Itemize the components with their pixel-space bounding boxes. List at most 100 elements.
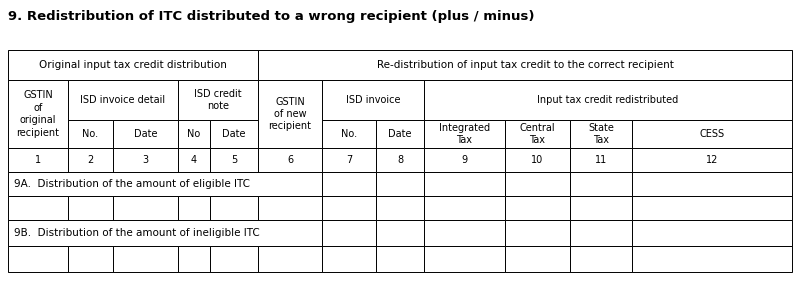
Bar [424, 172, 505, 196]
Bar [322, 80, 424, 120]
Bar [632, 220, 792, 246]
Text: State
Tax: State Tax [588, 123, 614, 145]
Bar [68, 80, 178, 120]
Bar [570, 196, 632, 220]
Text: 11: 11 [595, 155, 607, 165]
Bar [210, 120, 258, 148]
Bar [376, 196, 424, 220]
Text: Re-distribution of input tax credit to the correct recipient: Re-distribution of input tax credit to t… [377, 60, 674, 70]
Text: Date: Date [388, 129, 412, 139]
Bar [68, 148, 113, 172]
Text: 4: 4 [191, 155, 197, 165]
Bar [505, 172, 570, 196]
Bar [178, 80, 258, 120]
Text: 8: 8 [397, 155, 403, 165]
Bar [258, 148, 322, 172]
Text: 9B.  Distribution of the amount of ineligible ITC: 9B. Distribution of the amount of inelig… [14, 228, 260, 238]
Bar [322, 196, 376, 220]
Bar [570, 148, 632, 172]
Bar [210, 246, 258, 272]
Bar [424, 246, 505, 272]
Bar [632, 172, 792, 196]
Bar [376, 246, 424, 272]
Bar [322, 246, 376, 272]
Text: 5: 5 [231, 155, 237, 165]
Bar [322, 172, 376, 196]
Bar [178, 246, 210, 272]
Bar [258, 246, 322, 272]
Bar [376, 148, 424, 172]
Bar [113, 148, 178, 172]
Text: Central
Tax: Central Tax [520, 123, 555, 145]
Bar [424, 220, 505, 246]
Bar [505, 148, 570, 172]
Bar [505, 120, 570, 148]
Bar [632, 196, 792, 220]
Bar [505, 246, 570, 272]
Bar [68, 120, 113, 148]
Text: Original input tax credit distribution: Original input tax credit distribution [39, 60, 227, 70]
Bar [68, 196, 113, 220]
Bar [322, 148, 376, 172]
Bar [376, 220, 424, 246]
Text: GSTIN
of new
recipient: GSTIN of new recipient [269, 96, 311, 131]
Bar [258, 80, 322, 148]
Bar [8, 220, 322, 246]
Bar [376, 120, 424, 148]
Bar [424, 120, 505, 148]
Bar [210, 196, 258, 220]
Text: 9. Redistribution of ITC distributed to a wrong recipient (plus / minus): 9. Redistribution of ITC distributed to … [8, 10, 534, 23]
Text: 6: 6 [287, 155, 293, 165]
Bar [376, 172, 424, 196]
Text: No.: No. [341, 129, 357, 139]
Bar [113, 196, 178, 220]
Bar [258, 196, 322, 220]
Bar [570, 172, 632, 196]
Text: 1: 1 [35, 155, 41, 165]
Text: 9: 9 [462, 155, 467, 165]
Text: 3: 3 [142, 155, 149, 165]
Bar [570, 220, 632, 246]
Bar [113, 120, 178, 148]
Bar [424, 80, 792, 120]
Bar [8, 246, 68, 272]
Bar [178, 148, 210, 172]
Bar [8, 172, 322, 196]
Bar [322, 220, 376, 246]
Text: ISD credit
note: ISD credit note [194, 89, 242, 111]
Bar [210, 148, 258, 172]
Text: GSTIN
of
original
recipient: GSTIN of original recipient [17, 90, 59, 137]
Text: Date: Date [222, 129, 246, 139]
Bar [632, 120, 792, 148]
Text: Integrated
Tax: Integrated Tax [439, 123, 490, 145]
Text: No.: No. [82, 129, 98, 139]
Text: 2: 2 [87, 155, 94, 165]
Text: 10: 10 [531, 155, 544, 165]
Text: Input tax credit redistributed: Input tax credit redistributed [538, 95, 678, 105]
Bar [8, 80, 68, 148]
Text: ISD invoice detail: ISD invoice detail [81, 95, 166, 105]
Text: CESS: CESS [699, 129, 725, 139]
Bar [8, 50, 258, 80]
Bar [258, 50, 792, 80]
Text: Date: Date [134, 129, 158, 139]
Text: No: No [187, 129, 201, 139]
Bar [570, 120, 632, 148]
Bar [8, 148, 68, 172]
Bar [505, 196, 570, 220]
Text: 9A.  Distribution of the amount of eligible ITC: 9A. Distribution of the amount of eligib… [14, 179, 250, 189]
Text: 12: 12 [706, 155, 718, 165]
Bar [8, 196, 68, 220]
Bar [424, 148, 505, 172]
Bar [322, 120, 376, 148]
Bar [632, 246, 792, 272]
Bar [178, 196, 210, 220]
Text: ISD invoice: ISD invoice [346, 95, 400, 105]
Bar [113, 246, 178, 272]
Bar [424, 196, 505, 220]
Bar [632, 148, 792, 172]
Bar [505, 220, 570, 246]
Text: 7: 7 [346, 155, 352, 165]
Bar [570, 246, 632, 272]
Bar [68, 246, 113, 272]
